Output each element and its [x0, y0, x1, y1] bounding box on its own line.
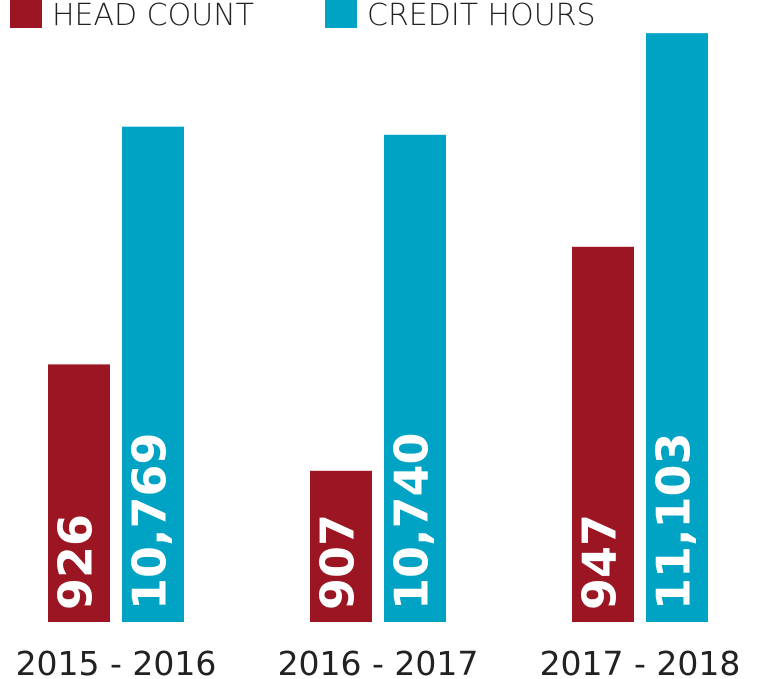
x-tick-label: 2017 - 2018	[540, 644, 741, 679]
bar	[384, 134, 446, 623]
legend-swatch	[10, 0, 42, 28]
value-label: 926	[49, 514, 103, 610]
x-tick-label: 2015 - 2016	[16, 644, 217, 679]
value-label: 947	[573, 514, 627, 610]
bar	[310, 470, 372, 622]
bar	[122, 126, 184, 623]
bar	[646, 33, 708, 623]
value-label: 10,769	[123, 432, 177, 610]
legend-label: CREDIT HOURS	[367, 0, 596, 33]
bar	[572, 246, 634, 623]
value-label: 11,103	[647, 432, 701, 610]
bar	[48, 364, 110, 622]
legend-swatch	[325, 0, 357, 28]
value-label: 907	[311, 514, 365, 610]
x-tick-label: 2016 - 2017	[278, 644, 479, 679]
value-label: 10,740	[385, 432, 439, 610]
legend-label: HEAD COUNT	[52, 0, 254, 33]
